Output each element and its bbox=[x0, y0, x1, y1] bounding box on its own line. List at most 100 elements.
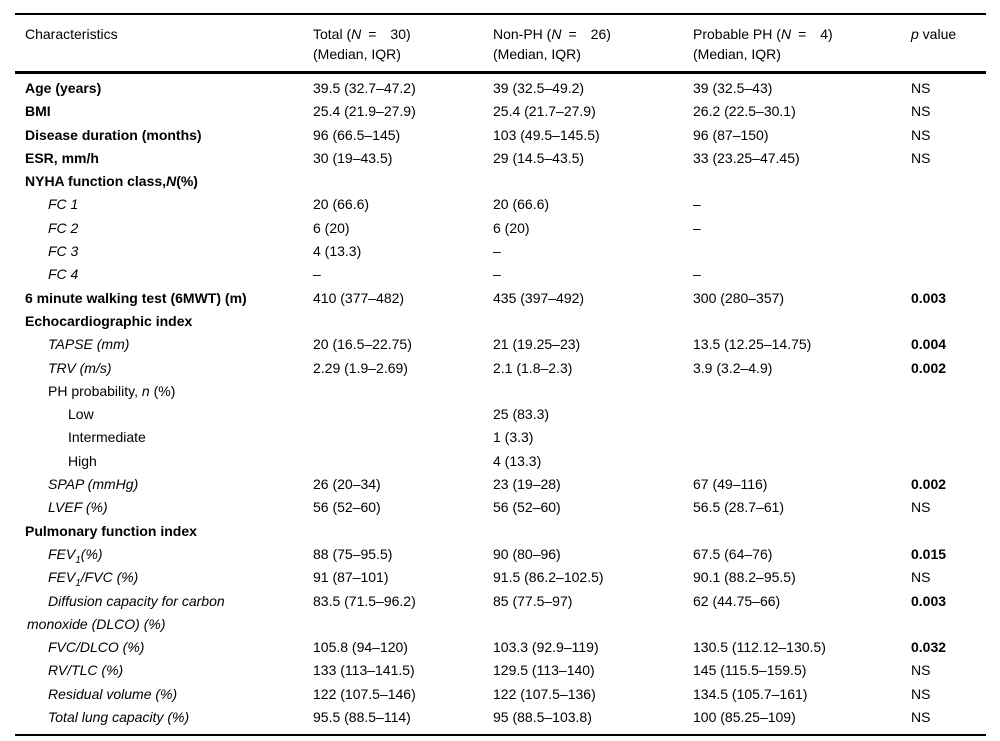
cell-total bbox=[313, 310, 493, 333]
row-label: Residual volume (%) bbox=[48, 685, 178, 702]
cell-probable-ph bbox=[693, 380, 911, 403]
cell-total bbox=[313, 450, 493, 473]
table-row: NYHA function class,N(%) bbox=[15, 170, 986, 193]
table-header-row: Characteristics Total (N = 30) (Median, … bbox=[15, 15, 986, 74]
cell-p-value: NS bbox=[911, 685, 931, 702]
cell-p-value: 0.004 bbox=[911, 336, 947, 353]
cell-probable-ph: 96 (87–150) bbox=[693, 126, 769, 143]
cell-p-value bbox=[911, 217, 986, 240]
cell-total: 4 (13.3) bbox=[313, 243, 362, 260]
cell-non-ph: 435 (397–492) bbox=[493, 289, 585, 306]
cell-p-value bbox=[911, 450, 986, 473]
cell-p-value bbox=[911, 426, 986, 449]
row-label: SPAP (mmHg) bbox=[48, 476, 139, 493]
cell-probable-ph: – bbox=[693, 196, 701, 213]
table-row: FC 2 6 (20) 6 (20) – bbox=[15, 217, 986, 240]
row-label: FC 4 bbox=[48, 266, 79, 283]
cell-non-ph: 91.5 (86.2–102.5) bbox=[493, 569, 604, 586]
cell-probable-ph: 134.5 (105.7–161) bbox=[693, 685, 808, 702]
cell-probable-ph: 62 (44.75–66) bbox=[693, 592, 781, 609]
cell-p-value: NS bbox=[911, 80, 931, 96]
row-label: Intermediate bbox=[68, 429, 146, 446]
header-characteristics: Characteristics bbox=[15, 24, 313, 64]
table-row: RV/TLC (%) 133 (113–141.5) 129.5 (113–140)… bbox=[15, 659, 986, 682]
cell-total: 6 (20) bbox=[313, 219, 350, 236]
cell-total: 25.4 (21.9–27.9) bbox=[313, 103, 416, 120]
cell-probable-ph: 56.5 (28.7–61) bbox=[693, 499, 785, 516]
row-label: 6 minute walking test (6MWT) (m) bbox=[25, 289, 247, 306]
characteristics-comparison-table: Characteristics Total (N = 30) (Median, … bbox=[15, 13, 986, 737]
row-label: Total lung capacity (%) bbox=[48, 709, 190, 726]
row-label: FVC/DLCO (%) bbox=[48, 639, 145, 656]
row-label: RV/TLC (%) bbox=[48, 662, 124, 679]
cell-probable-ph: 26.2 (22.5–30.1) bbox=[693, 103, 796, 120]
cell-p-value bbox=[911, 403, 986, 426]
table-body: Age (years) 39.5 (32.7–47.2) 39 (32.5–49.2… bbox=[15, 74, 986, 734]
cell-non-ph: 1 (3.3) bbox=[493, 429, 534, 446]
row-label: Pulmonary function index bbox=[25, 522, 197, 539]
header-characteristics-label: Characteristics bbox=[25, 26, 118, 42]
row-label: Age (years) bbox=[25, 80, 102, 96]
cell-total: 39.5 (32.7–47.2) bbox=[313, 80, 416, 96]
cell-probable-ph bbox=[693, 450, 911, 473]
cell-probable-ph bbox=[693, 520, 911, 543]
cell-non-ph: 6 (20) bbox=[493, 219, 530, 236]
cell-non-ph bbox=[493, 520, 693, 543]
table-row: Diffusion capacity for carbon monoxide (… bbox=[15, 590, 986, 637]
cell-non-ph bbox=[493, 310, 693, 333]
cell-non-ph: 29 (14.5–43.5) bbox=[493, 149, 585, 166]
cell-non-ph: 20 (66.6) bbox=[493, 196, 550, 213]
table-row: ESR, mm/h 30 (19–43.5) 29 (14.5–43.5) 33 (2… bbox=[15, 147, 986, 170]
cell-non-ph: 23 (19–28) bbox=[493, 476, 561, 493]
table-row: FEV1(%) 88 (75–95.5) 90 (80–96) 67.5 (64–76… bbox=[15, 543, 986, 566]
cell-non-ph: – bbox=[493, 243, 501, 260]
row-label: NYHA function class,N(%) bbox=[25, 173, 198, 190]
cell-probable-ph: 39 (32.5–43) bbox=[693, 80, 773, 96]
cell-p-value bbox=[911, 263, 986, 286]
cell-total: 96 (66.5–145) bbox=[313, 126, 401, 143]
cell-p-value bbox=[911, 193, 986, 216]
table-row: FC 3 4 (13.3) – bbox=[15, 240, 986, 263]
cell-total: 105.8 (94–120) bbox=[313, 639, 408, 656]
header-p-value: p value bbox=[911, 24, 986, 64]
cell-probable-ph: 300 (280–357) bbox=[693, 289, 785, 306]
row-label: Low bbox=[68, 406, 94, 423]
row-label: ESR, mm/h bbox=[25, 149, 99, 166]
cell-p-value: NS bbox=[911, 126, 931, 143]
cell-total: 83.5 (71.5–96.2) bbox=[313, 592, 416, 609]
header-total-label: Total (N = 30) bbox=[313, 26, 411, 42]
cell-p-value bbox=[911, 380, 986, 403]
cell-total bbox=[313, 520, 493, 543]
header-probable-ph-label: Probable PH (N = 4) bbox=[693, 26, 833, 42]
cell-probable-ph: 33 (23.25–47.45) bbox=[693, 149, 800, 166]
cell-p-value bbox=[911, 520, 986, 543]
table-row: SPAP (mmHg) 26 (20–34) 23 (19–28) 67 (49–11… bbox=[15, 473, 986, 496]
cell-non-ph: 25.4 (21.7–27.9) bbox=[493, 103, 596, 120]
table-row: 6 minute walking test (6MWT) (m) 410 (377… bbox=[15, 287, 986, 310]
cell-non-ph: 103 (49.5–145.5) bbox=[493, 126, 600, 143]
row-label: FEV1/FVC (%) bbox=[48, 569, 139, 590]
cell-p-value: 0.002 bbox=[911, 359, 947, 376]
cell-non-ph: – bbox=[493, 266, 501, 283]
table-row: Residual volume (%) 122 (107.5–146) 122 (1… bbox=[15, 683, 986, 706]
cell-probable-ph: – bbox=[693, 219, 701, 236]
cell-non-ph bbox=[493, 380, 693, 403]
cell-p-value: NS bbox=[911, 149, 931, 166]
row-label: TRV (m/s) bbox=[48, 359, 112, 376]
cell-total: 30 (19–43.5) bbox=[313, 149, 393, 166]
cell-non-ph: 90 (80–96) bbox=[493, 545, 561, 562]
cell-non-ph bbox=[493, 170, 693, 193]
cell-total bbox=[313, 170, 493, 193]
row-label: High bbox=[68, 452, 97, 469]
row-label: FC 1 bbox=[48, 196, 79, 213]
cell-total: 20 (16.5–22.75) bbox=[313, 336, 412, 353]
cell-p-value: 0.003 bbox=[911, 289, 947, 306]
cell-total: 410 (377–482) bbox=[313, 289, 405, 306]
cell-probable-ph: 3.9 (3.2–4.9) bbox=[693, 359, 773, 376]
cell-p-value: NS bbox=[911, 103, 931, 120]
cell-probable-ph: 13.5 (12.25–14.75) bbox=[693, 336, 812, 353]
cell-probable-ph: 145 (115.5–159.5) bbox=[693, 662, 807, 679]
header-non-ph-label: Non-PH (N = 26) bbox=[493, 26, 611, 42]
table-row: High 4 (13.3) bbox=[15, 450, 986, 473]
cell-p-value: NS bbox=[911, 709, 931, 726]
